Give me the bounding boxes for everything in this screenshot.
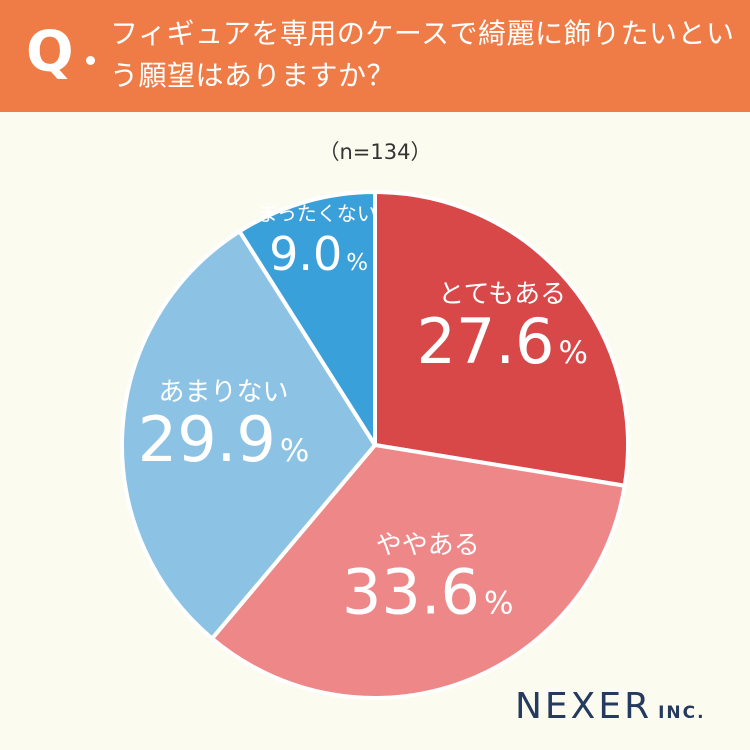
- question-header: Q フィギュアを専用のケースで綺麗に飾りたいという願望はありますか？: [0, 0, 750, 112]
- question-text: フィギュアを専用のケースで綺麗に飾りたいという願望はありますか？: [110, 17, 735, 92]
- q-dot: [86, 56, 95, 65]
- value-label-1: 27.6%: [416, 305, 588, 378]
- pie-slice-2: [210, 443, 627, 700]
- value-label-4: 9.0%: [269, 227, 368, 281]
- category-label-3: あまりない: [159, 378, 289, 408]
- value-label-2: 33.6%: [342, 555, 514, 628]
- category-label-2: ややある: [376, 530, 480, 560]
- logo-sub-text: INC.: [658, 703, 706, 723]
- pie-slice-4: [237, 190, 377, 447]
- logo-main-text: NEXER: [515, 686, 653, 727]
- pie-slice-3: [120, 229, 377, 641]
- q-mark: Q: [26, 20, 74, 85]
- value-label-3: 29.9%: [138, 403, 310, 476]
- nexer-logo: NEXER INC.: [515, 686, 706, 727]
- category-label-4: まったくない: [258, 201, 377, 225]
- sample-size: （n=134）: [318, 140, 432, 164]
- pie-slice-1: [373, 190, 630, 488]
- category-label-1: とてもある: [438, 280, 566, 310]
